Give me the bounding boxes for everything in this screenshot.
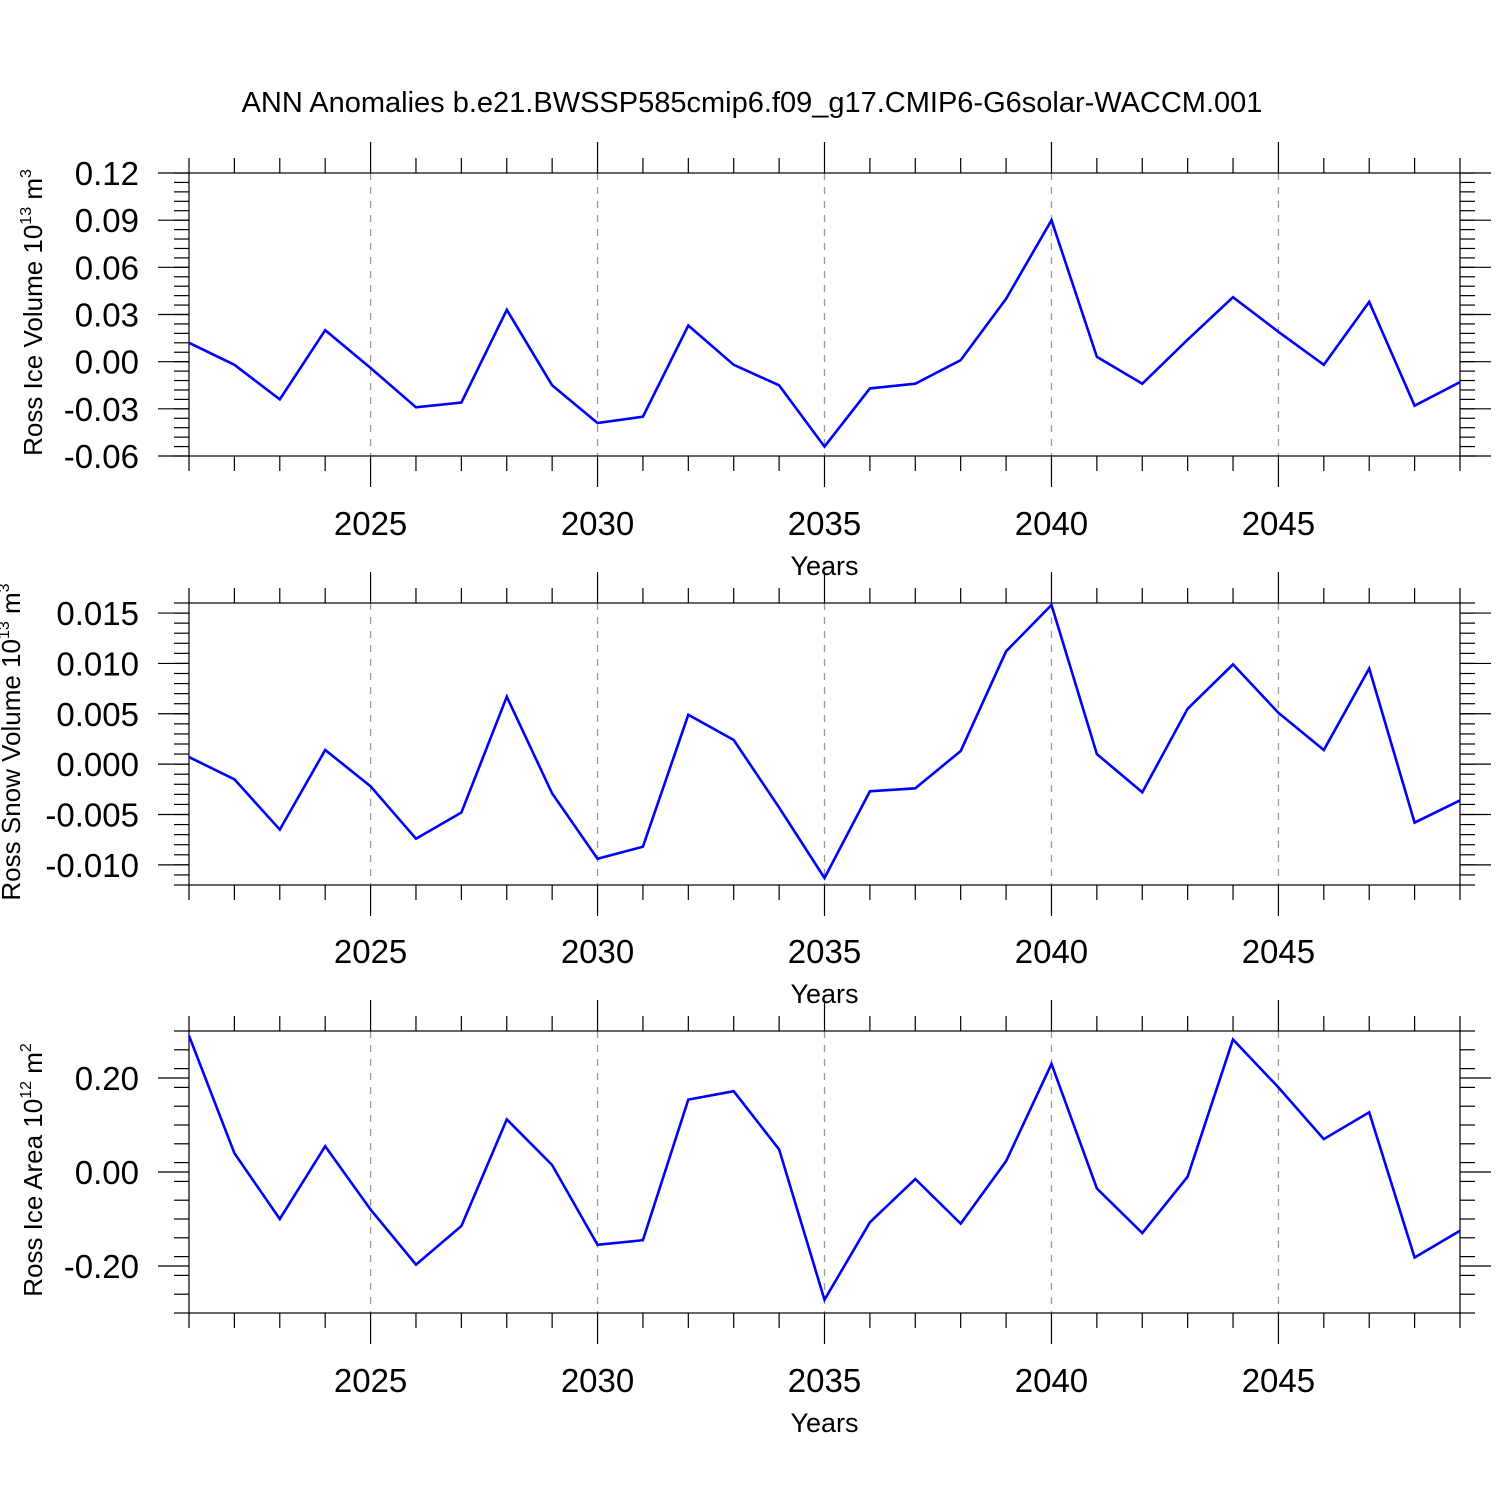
y-tick-label: 0.00 <box>75 344 139 381</box>
x-tick-label: 2025 <box>334 933 407 970</box>
y-tick-label: -0.03 <box>64 391 139 428</box>
x-tick-label: 2025 <box>334 505 407 542</box>
x-tick-label: 2040 <box>1015 933 1088 970</box>
x-tick-label: 2045 <box>1242 505 1315 542</box>
y-tick-label: -0.005 <box>45 797 139 834</box>
y-tick-label: 0.000 <box>56 746 139 783</box>
x-tick-label: 2040 <box>1015 1362 1088 1399</box>
y-tick-label: 0.005 <box>56 696 139 733</box>
y-tick-label: 0.015 <box>56 595 139 632</box>
y-axis-title: Ross Snow Volume 1013 m3 <box>0 583 26 900</box>
panel-2: -0.010 -0.005 0.000 0.005 0.010 0.015 2025 2030… <box>0 572 1491 1009</box>
x-tick-label: 2035 <box>788 505 861 542</box>
y-tick-label: 0.010 <box>56 645 139 682</box>
x-tick-label: 2035 <box>788 933 861 970</box>
x-axis-title: Years <box>790 1408 858 1438</box>
y-tick-label: -0.06 <box>64 438 139 475</box>
y-tick-label: 0.03 <box>75 297 139 334</box>
panels: -0.06 -0.03 0.00 0.03 0.06 0.09 0.12 2025 2030 20… <box>0 142 1491 1438</box>
y-tick-label: 0.00 <box>75 1154 139 1191</box>
x-tick-label: 2030 <box>561 933 634 970</box>
x-tick-label: 2030 <box>561 505 634 542</box>
y-tick-label: -0.010 <box>45 847 139 884</box>
x-tick-label: 2035 <box>788 1362 861 1399</box>
x-tick-label: 2045 <box>1242 933 1315 970</box>
y-tick-label: 0.09 <box>75 202 139 239</box>
y-tick-label: 0.12 <box>75 155 139 192</box>
y-axis-title: Ross Ice Area 1012 m2 <box>18 1043 48 1297</box>
x-tick-label: 2025 <box>334 1362 407 1399</box>
y-axis-title: Ross Ice Volume 1013 m3 <box>18 169 48 456</box>
x-tick-label: 2030 <box>561 1362 634 1399</box>
figure-title: ANN Anomalies b.e21.BWSSP585cmip6.f09_g1… <box>242 87 1263 119</box>
panel-1: -0.06 -0.03 0.00 0.03 0.06 0.09 0.12 2025 2030 20… <box>18 142 1491 581</box>
x-tick-label: 2045 <box>1242 1362 1315 1399</box>
panel-3: -0.20 0.00 0.20 2025 2030 2035 2040 2045 Years Ro… <box>18 1000 1491 1438</box>
y-tick-label: -0.20 <box>64 1248 139 1285</box>
y-tick-label: 0.20 <box>75 1060 139 1097</box>
y-tick-label: 0.06 <box>75 249 139 286</box>
x-tick-label: 2040 <box>1015 505 1088 542</box>
